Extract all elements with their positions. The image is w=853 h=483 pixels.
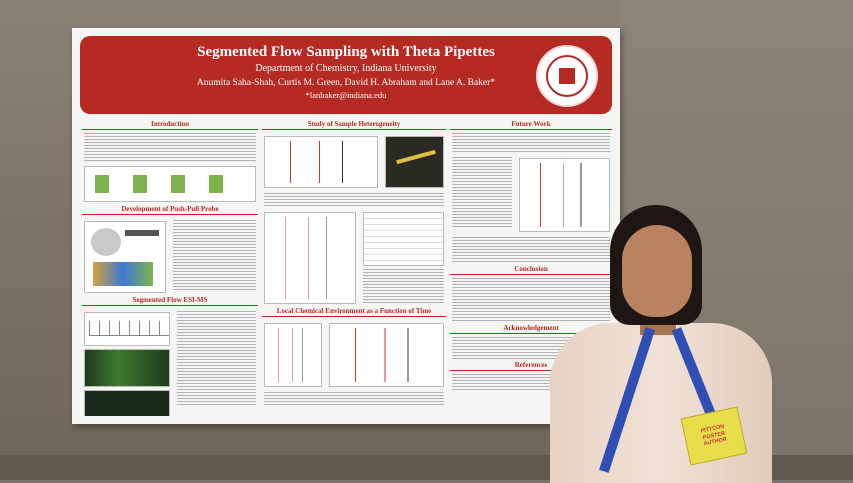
section-heading: Future Work <box>450 120 612 130</box>
text-block <box>452 278 610 322</box>
section-heading: References <box>450 361 612 371</box>
figure-flow-pulses <box>84 312 170 346</box>
section-heading: Segmented Flow ESI-MS <box>82 296 258 306</box>
presenter-face <box>622 225 692 317</box>
text-block <box>84 133 256 163</box>
presenter-photo <box>540 205 780 483</box>
text-block <box>264 193 444 207</box>
poster-authors: Anumita Saha-Shah, Curtis M. Green, Davi… <box>196 78 496 88</box>
poster-column-left: Introduction Development of Push-Pull Pr… <box>82 120 258 416</box>
figure-microscope <box>385 136 444 188</box>
poster-banner: Segmented Flow Sampling with Theta Pipet… <box>80 36 612 114</box>
text-block <box>452 237 610 263</box>
poster-email: *lanbaker@indiana.edu <box>305 90 387 100</box>
section-heading: Acknowledgement <box>450 324 612 334</box>
section-heading: Study of Sample Heterogeneity <box>262 120 446 130</box>
text-block <box>177 311 256 407</box>
figure-probe-images <box>84 221 166 293</box>
figure-mass-spectrum <box>264 136 378 188</box>
section-heading: Development of Push-Pull Probe <box>82 205 258 215</box>
university-seal-icon <box>536 45 598 107</box>
section-heading: Introduction <box>82 120 258 130</box>
poster-title: Segmented Flow Sampling with Theta Pipet… <box>197 44 495 60</box>
table-peak-assignments <box>363 212 444 266</box>
poster-department: Department of Chemistry, Indiana Univers… <box>255 63 437 74</box>
figure-future-spectra <box>519 158 610 232</box>
section-heading: Local Chemical Environment as a Function… <box>262 307 446 317</box>
poster-column-middle: Study of Sample Heterogeneity Local Chem… <box>262 120 446 416</box>
figure-probe-schematic <box>84 166 256 202</box>
research-poster: Segmented Flow Sampling with Theta Pipet… <box>72 28 620 424</box>
figure-spectra-stack <box>264 212 356 304</box>
figure-time-series-b <box>329 323 444 387</box>
figure-fluorescence <box>84 349 170 387</box>
figure-time-series-a <box>264 323 322 387</box>
figure-droplets <box>84 390 170 416</box>
text-block <box>363 269 444 303</box>
text-block <box>264 392 444 406</box>
text-block <box>173 220 256 290</box>
section-heading: Conclusion <box>450 265 612 275</box>
text-block <box>452 133 610 153</box>
presenter-shirt <box>550 323 772 483</box>
text-block <box>452 157 512 229</box>
